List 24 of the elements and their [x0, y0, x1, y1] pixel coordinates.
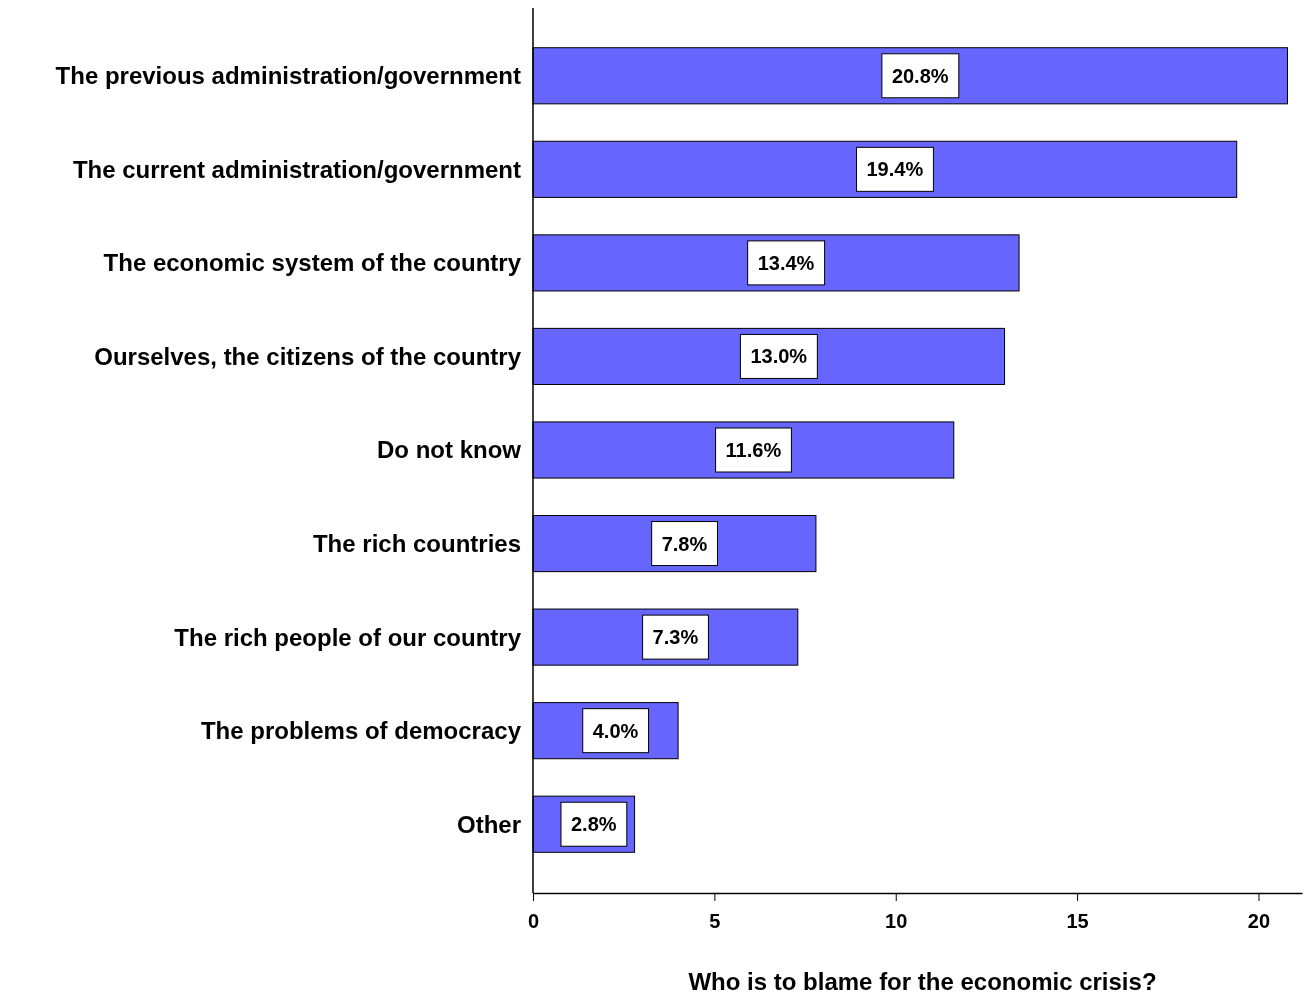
data-label: 11.6% [725, 439, 782, 461]
x-tick-label: 5 [709, 910, 721, 932]
data-label: 7.3% [652, 626, 699, 649]
y-tick-label: Do not know [377, 436, 522, 464]
y-tick-label: The rich countries [312, 529, 521, 557]
data-label: 13.0% [750, 345, 808, 368]
y-tick-label: The economic system of the country [103, 249, 522, 277]
y-tick-label: The rich people of our country [174, 623, 522, 651]
data-label: 20.8% [891, 64, 949, 87]
data-label: 13.4% [757, 251, 815, 274]
x-tick-label: 15 [1066, 910, 1089, 932]
y-tick-label: Ourselves, the citizens of the country [94, 342, 522, 370]
y-tick-label: The problems of democracy [200, 717, 522, 745]
y-tick-label: The current administration/government [72, 155, 521, 183]
y-tick-label: Other [456, 810, 521, 838]
x-axis-title: Who is to blame for the economic crisis? [688, 968, 1157, 995]
data-label: 19.4% [866, 158, 924, 181]
x-tick-label: 20 [1247, 910, 1271, 932]
data-label: 2.8% [570, 813, 617, 836]
x-tick-label: 10 [885, 910, 908, 932]
data-label: 7.8% [661, 532, 708, 555]
data-label: 4.0% [592, 719, 639, 742]
y-tick-label: The previous administration/government [55, 62, 521, 90]
x-tick-label: 0 [527, 910, 540, 932]
